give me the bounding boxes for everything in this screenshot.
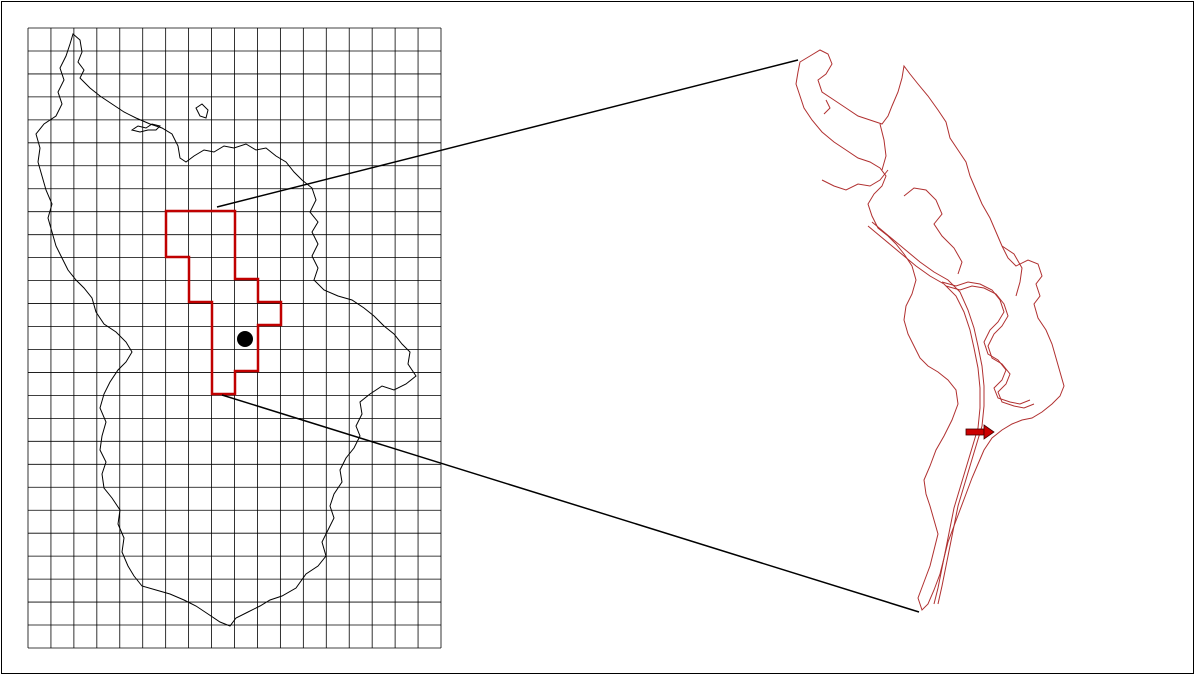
detail-map-internal-boundary xyxy=(823,99,831,115)
island-feature xyxy=(130,123,161,133)
detail-map xyxy=(795,49,1065,611)
black-dot-icon xyxy=(237,331,253,347)
connector-line-bottom xyxy=(221,394,920,613)
detail-map-meander xyxy=(941,281,1031,405)
watershed-outline xyxy=(35,33,417,627)
detail-map-internal-boundary xyxy=(821,169,889,191)
red-arrow-icon xyxy=(965,424,995,440)
grid-panel xyxy=(27,27,442,649)
island-feature xyxy=(195,103,209,119)
detail-map-internal-boundary xyxy=(879,123,887,171)
detail-map-meander xyxy=(945,285,1035,409)
selected-cells-outline xyxy=(164,209,283,396)
detail-map-internal-boundary xyxy=(903,187,963,275)
detail-map-river xyxy=(867,225,981,605)
detail-map-internal-boundary xyxy=(1001,245,1023,297)
detail-map-outline xyxy=(795,49,1065,611)
detail-map-river-bank xyxy=(871,221,985,605)
connector-line-top xyxy=(216,59,799,208)
